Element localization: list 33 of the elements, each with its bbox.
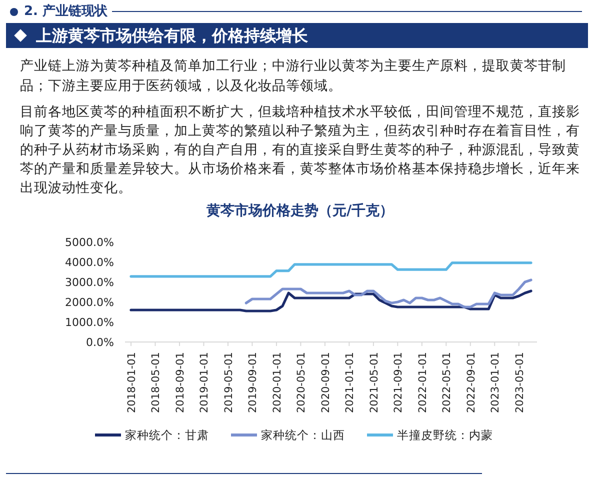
x-tick-label: 2023-01-01	[490, 352, 502, 414]
x-tick-label: 2022-01-01	[416, 352, 429, 414]
x-tick-label: 2021-09-01	[392, 352, 405, 414]
x-tick-label: 2022-05-01	[441, 352, 454, 414]
y-tick-label: 3000.0%	[65, 276, 114, 289]
x-tick-label: 2020-05-01	[296, 352, 308, 414]
text: 目前各地区黄芩的种植面积不断扩大，但栽培种植技术水平较低，田间管理不规范，直接影响了黄芩的产量与质量，加上黄芩的繁殖以种子繁殖为主，但药农引种时存在着盲目性，有的种子从药材市场采购，有的自产自用，有的直接采自野生黄芩的种子，种源混乱，导致黄芩的产量和质量差异较大。从市场价格来看，黄芩整体市场价格基本保持稳步增长，近年来出现波动性变化。	[20, 103, 580, 198]
x-tick-label: 2020-09-01	[320, 352, 332, 414]
x-tick-label: 2019-01-01	[198, 352, 211, 414]
legend-label: 半撞皮野统：内蒙	[397, 428, 493, 442]
line-series	[130, 290, 532, 312]
x-tick-label: 2022-09-01	[465, 352, 478, 414]
x-tick-label: 2020-01-01	[271, 352, 284, 414]
x-tick-label: 2021-01-01	[344, 352, 356, 414]
line-series	[130, 262, 532, 278]
y-tick-label: 1000.0%	[65, 316, 114, 329]
x-tick-label: 2018-09-01	[174, 352, 186, 414]
y-tick-label: 4000.0%	[65, 256, 114, 269]
legend-label: 家种统个：山西	[261, 428, 345, 442]
x-tick-label: 2019-09-01	[247, 352, 260, 414]
text: 产业链上游为黄芩种植及简单加工行业；中游行业以黄芩为主要生产原料，提取黄芩苷制品；下游主要应用于医药领域，以及化妆品等领域。	[20, 57, 567, 96]
x-tick-label: 2019-05-01	[222, 352, 235, 414]
y-tick-label: 2000.0%	[65, 296, 114, 309]
legend-label: 家种统个：甘肃	[125, 428, 209, 442]
y-tick-label: 0.0%	[86, 336, 114, 349]
line-series	[244, 278, 532, 308]
y-tick-label: 5000.0%	[65, 236, 114, 249]
chart-title: 黄芩市场价格走势（元/千克）	[205, 202, 394, 219]
x-tick-label: 2023-05-01	[514, 352, 526, 414]
x-tick-label: 2018-01-01	[126, 352, 138, 414]
x-tick-label: 2018-05-01	[150, 352, 162, 414]
text: 2. 产业链现状	[24, 2, 108, 20]
x-tick-label: 2021-05-01	[368, 352, 380, 414]
